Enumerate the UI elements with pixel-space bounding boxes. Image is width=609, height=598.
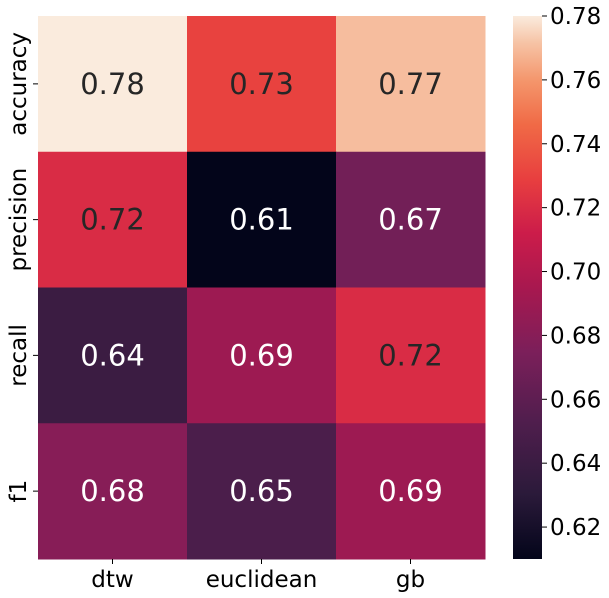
heatmap-cell [187,287,337,424]
colorbar-tick-label: 0.74 [550,132,601,158]
y-tick-label: precision [6,168,32,272]
x-tick-label: euclidean [206,567,318,593]
colorbar-tick-label: 0.68 [550,323,601,349]
heatmap-cell [187,151,337,288]
x-axis-ticks: dtw euclidean gb [91,559,425,593]
heatmap-cell [38,16,188,153]
colorbar-tick-label: 0.62 [550,515,601,541]
cell-value-label: 0.68 [80,474,145,508]
colorbar-tick-label: 0.78 [550,4,601,30]
cell-value-label: 0.64 [80,338,145,372]
colorbar-tick-label: 0.66 [550,387,601,413]
heatmap-cell [336,423,486,560]
cell-value-label: 0.78 [80,67,145,101]
y-tick-label: recall [6,324,32,387]
heatmap-cell [38,287,188,424]
heatmap-cell [336,151,486,288]
cell-value-label: 0.72 [80,203,145,237]
colorbar [513,16,542,559]
x-tick-label: dtw [91,567,133,593]
colorbar-tick-label: 0.72 [550,196,601,222]
heatmap-cell [187,16,337,153]
x-tick-label: gb [396,567,425,593]
cell-value-label: 0.77 [378,67,443,101]
colorbar-tick-label: 0.76 [550,68,601,94]
cell-value-label: 0.72 [378,338,443,372]
y-tick-label: accuracy [6,32,32,136]
y-tick-label: f1 [6,480,32,503]
colorbar-ticks: 0.62 0.64 0.66 0.68 0.70 0.72 0.74 0.76 0.78 [542,4,601,541]
cell-value-label: 0.65 [229,474,294,508]
heatmap-cell [38,423,188,560]
heatmap-cell [336,16,486,153]
colorbar-tick-label: 0.70 [550,260,601,286]
heatmap-cell [38,151,188,288]
heatmap-cell [187,423,337,560]
cell-value-label: 0.69 [378,474,443,508]
heatmap-cell [336,287,486,424]
cell-value-label: 0.67 [378,203,443,237]
colorbar-tick-label: 0.64 [550,451,601,477]
cell-value-label: 0.61 [229,203,294,237]
heatmap-cells: 0.78 0.73 0.77 0.72 0.61 0.67 0.64 0.69 0.72 0.68… [38,16,486,560]
cell-value-label: 0.73 [229,67,294,101]
cell-value-label: 0.69 [229,338,294,372]
y-axis-ticks: accuracy precision recall f1 [6,32,38,503]
